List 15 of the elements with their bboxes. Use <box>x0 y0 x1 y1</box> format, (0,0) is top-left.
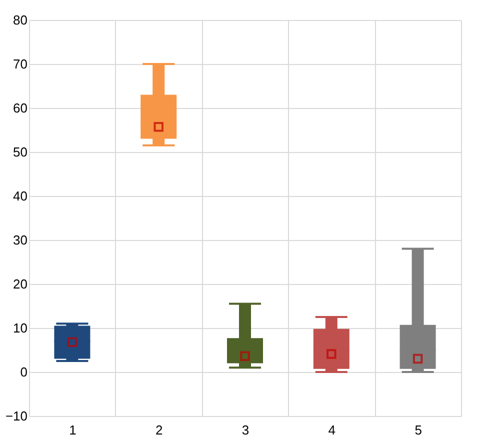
x-tick-label: 3 <box>242 422 250 438</box>
y-tick-label: −10 <box>5 408 28 424</box>
y-tick-label: 70 <box>13 56 28 72</box>
y-tick-label: 60 <box>13 100 28 116</box>
y-tick-label: 10 <box>13 320 28 336</box>
x-tick-label: 2 <box>155 422 163 438</box>
y-tick-label: 80 <box>13 12 28 28</box>
y-tick-label: 50 <box>13 144 28 160</box>
x-tick-label: 4 <box>328 422 336 438</box>
x-tick-label: 1 <box>69 422 76 438</box>
y-tick-label: 0 <box>20 364 28 380</box>
y-tick-label: 30 <box>13 232 28 248</box>
y-tick-label: 40 <box>13 188 28 204</box>
y-tick-label: 20 <box>13 276 28 292</box>
x-tick-label: 5 <box>414 422 422 438</box>
